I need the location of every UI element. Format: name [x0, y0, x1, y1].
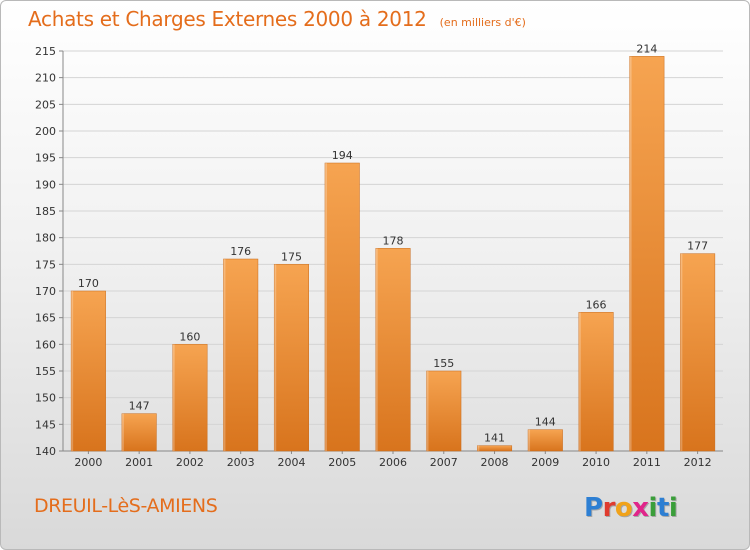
data-label: 170	[78, 277, 99, 290]
bar-2005	[324, 162, 360, 452]
bar-highlight	[426, 371, 429, 451]
data-label: 194	[332, 149, 353, 162]
bars	[70, 56, 716, 452]
data-label: 141	[484, 432, 505, 445]
bar-2003	[223, 258, 259, 452]
y-tick-label: 205	[35, 98, 56, 111]
y-tick-label: 170	[35, 285, 56, 298]
bar-highlight	[324, 163, 327, 451]
bar-2009	[527, 429, 563, 452]
y-tick-label: 140	[35, 445, 56, 458]
x-tick-label: 2001	[125, 456, 153, 469]
y-tick-label: 165	[35, 312, 56, 325]
x-tick-label: 2000	[74, 456, 102, 469]
bar-highlight	[680, 253, 683, 451]
y-tick-label: 185	[35, 205, 56, 218]
x-tick-label: 2008	[481, 456, 509, 469]
chart-header: Achats et Charges Externes 2000 à 2012 (…	[28, 7, 526, 31]
bar-2011	[629, 56, 665, 452]
bar-highlight	[223, 259, 226, 451]
y-tick-label: 155	[35, 365, 56, 378]
x-tick-label: 2012	[684, 456, 712, 469]
x-tick-label: 2009	[531, 456, 559, 469]
bar-2001	[121, 413, 157, 452]
x-tick-label: 2010	[582, 456, 610, 469]
chart-title: Achats et Charges Externes 2000 à 2012	[28, 7, 427, 31]
y-tick-label: 145	[35, 418, 56, 431]
y-tick-label: 195	[35, 152, 56, 165]
y-tick-label: 180	[35, 232, 56, 245]
x-tick-label: 2007	[430, 456, 458, 469]
bar-highlight	[71, 291, 74, 451]
data-label: 155	[433, 357, 454, 370]
x-tick-label: 2005	[328, 456, 356, 469]
data-label: 147	[129, 400, 150, 413]
data-label: 178	[383, 234, 404, 247]
data-label: 176	[230, 245, 251, 258]
bar-2006	[375, 248, 411, 452]
y-tick-labels: 140 145 150 155 160 165 170 175 180 185 190 195 200 2…	[35, 45, 56, 458]
bar-highlight	[629, 56, 632, 451]
bar-highlight	[578, 312, 581, 451]
bar-2002	[172, 344, 208, 452]
y-tick-label: 200	[35, 125, 56, 138]
x-tick-labels: 2000 2001 2002 2003 2004 2005 2006 2007 2008 2009…	[74, 456, 711, 469]
bar-highlight	[121, 413, 124, 451]
x-tick-label: 2002	[176, 456, 204, 469]
x-tick-label: 2004	[277, 456, 305, 469]
commune-name: DREUIL-LèS-AMIENS	[34, 495, 218, 517]
logo-letter: r	[602, 493, 616, 523]
data-label: 166	[586, 298, 607, 311]
proxiti-logo[interactable]: Proxiti	[584, 493, 678, 523]
y-tick-label: 150	[35, 392, 56, 405]
bar-2004	[273, 264, 309, 452]
bar-highlight	[375, 248, 378, 451]
chart-subtitle: (en milliers d'€)	[439, 16, 526, 29]
logo-letter: t	[656, 493, 669, 523]
y-tick-label: 215	[35, 45, 56, 58]
x-tick-label: 2011	[633, 456, 661, 469]
logo-letter: i	[668, 493, 678, 523]
y-tick-label: 190	[35, 178, 56, 191]
bar-highlight	[477, 445, 480, 451]
data-label: 214	[636, 42, 657, 55]
y-tick-label: 210	[35, 72, 56, 85]
bar-2000	[70, 290, 106, 452]
data-label: 144	[535, 416, 556, 429]
bar-highlight	[528, 429, 531, 451]
bar-highlight	[172, 344, 175, 451]
logo-letter: i	[648, 493, 658, 523]
logo-letter: x	[632, 493, 649, 523]
bar-highlight	[274, 264, 277, 451]
x-tick-label: 2003	[227, 456, 255, 469]
logo-letter: o	[614, 493, 633, 523]
bar-2012	[680, 253, 716, 452]
x-tick-label: 2006	[379, 456, 407, 469]
data-label: 177	[687, 240, 708, 253]
data-labels: 170 147 160 176 175 194 178 155 141 144 166 214 177	[78, 42, 708, 444]
y-tick-label: 160	[35, 338, 56, 351]
bar-2008	[477, 445, 513, 452]
y-tick-label: 175	[35, 258, 56, 271]
bar-2010	[578, 312, 614, 452]
data-label: 175	[281, 250, 302, 263]
data-label: 160	[179, 330, 200, 343]
bar-2007	[426, 370, 462, 452]
logo-letter: P	[584, 493, 603, 523]
